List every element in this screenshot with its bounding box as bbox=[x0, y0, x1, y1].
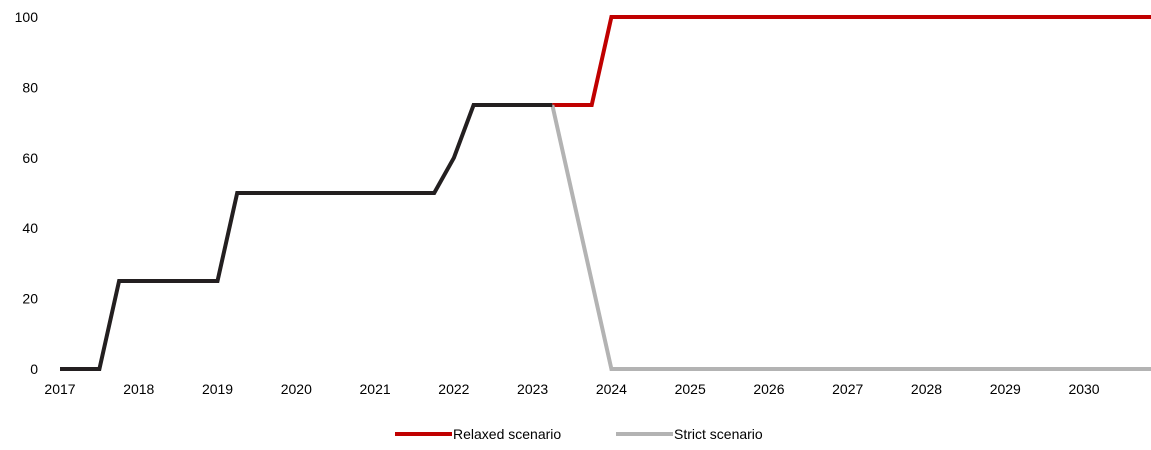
y-tick-label: 80 bbox=[22, 79, 38, 95]
x-tick-label: 2023 bbox=[517, 381, 548, 397]
x-tick-label: 2026 bbox=[753, 381, 784, 397]
x-tick-label: 2019 bbox=[202, 381, 233, 397]
legend: Relaxed scenario Strict scenario bbox=[395, 426, 763, 442]
x-tick-label: 2022 bbox=[438, 381, 469, 397]
x-tick-label: 2017 bbox=[44, 381, 75, 397]
legend-item-relaxed: Relaxed scenario bbox=[395, 426, 561, 442]
y-tick-label: 20 bbox=[22, 291, 38, 307]
legend-label: Relaxed scenario bbox=[453, 426, 561, 442]
relaxed-scenario-line bbox=[552, 15, 1151, 107]
strict-scenario-line bbox=[550, 104, 1151, 371]
y-axis: 0 20 40 60 80 100 bbox=[15, 9, 39, 377]
x-tick-label: 2024 bbox=[596, 381, 627, 397]
history-line bbox=[60, 103, 553, 371]
x-tick-label: 2021 bbox=[360, 381, 391, 397]
legend-item-strict: Strict scenario bbox=[616, 426, 763, 442]
y-tick-label: 100 bbox=[15, 9, 39, 25]
x-tick-label: 2030 bbox=[1068, 381, 1099, 397]
x-tick-label: 2029 bbox=[990, 381, 1021, 397]
y-tick-label: 40 bbox=[22, 220, 38, 236]
legend-label: Strict scenario bbox=[674, 426, 763, 442]
x-tick-label: 2027 bbox=[832, 381, 863, 397]
series-lines bbox=[60, 15, 1151, 371]
x-tick-label: 2028 bbox=[911, 381, 942, 397]
x-axis: 2017 2018 2019 2020 2021 2022 2023 2024 2025 2026… bbox=[44, 381, 1099, 397]
x-tick-label: 2025 bbox=[675, 381, 706, 397]
x-tick-label: 2020 bbox=[281, 381, 312, 397]
y-tick-label: 0 bbox=[30, 361, 38, 377]
y-tick-label: 60 bbox=[22, 150, 38, 166]
x-tick-label: 2018 bbox=[123, 381, 154, 397]
